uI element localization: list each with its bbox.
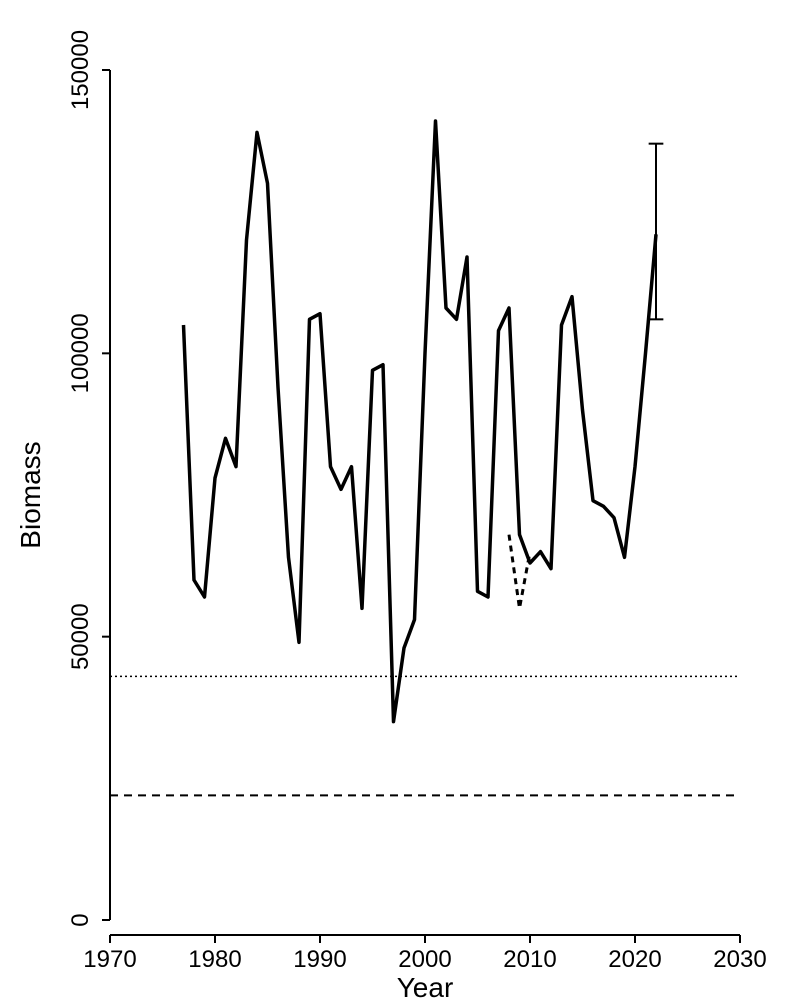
x-tick-label: 1970: [83, 946, 136, 973]
biomass-timeseries-chart: Biomass Year 0 50000 100000 150000 1970 1980 1…: [0, 0, 800, 1000]
y-tick-label: 100000: [67, 313, 94, 393]
biomass-series-dashed: [509, 535, 530, 609]
y-tick-label: 0: [67, 913, 94, 926]
x-tick-label: 1990: [293, 946, 346, 973]
x-tick-label: 2000: [398, 946, 451, 973]
biomass-series-main: [184, 121, 657, 722]
x-tick-label: 2020: [608, 946, 661, 973]
x-tick-label: 2030: [713, 946, 766, 973]
y-tick-label: 150000: [67, 30, 94, 110]
y-tick-label: 50000: [67, 603, 94, 670]
x-tick-label: 1980: [188, 946, 241, 973]
x-tick-label: 2010: [503, 946, 556, 973]
x-axis-label: Year: [397, 972, 454, 1000]
y-axis-label: Biomass: [15, 441, 46, 548]
